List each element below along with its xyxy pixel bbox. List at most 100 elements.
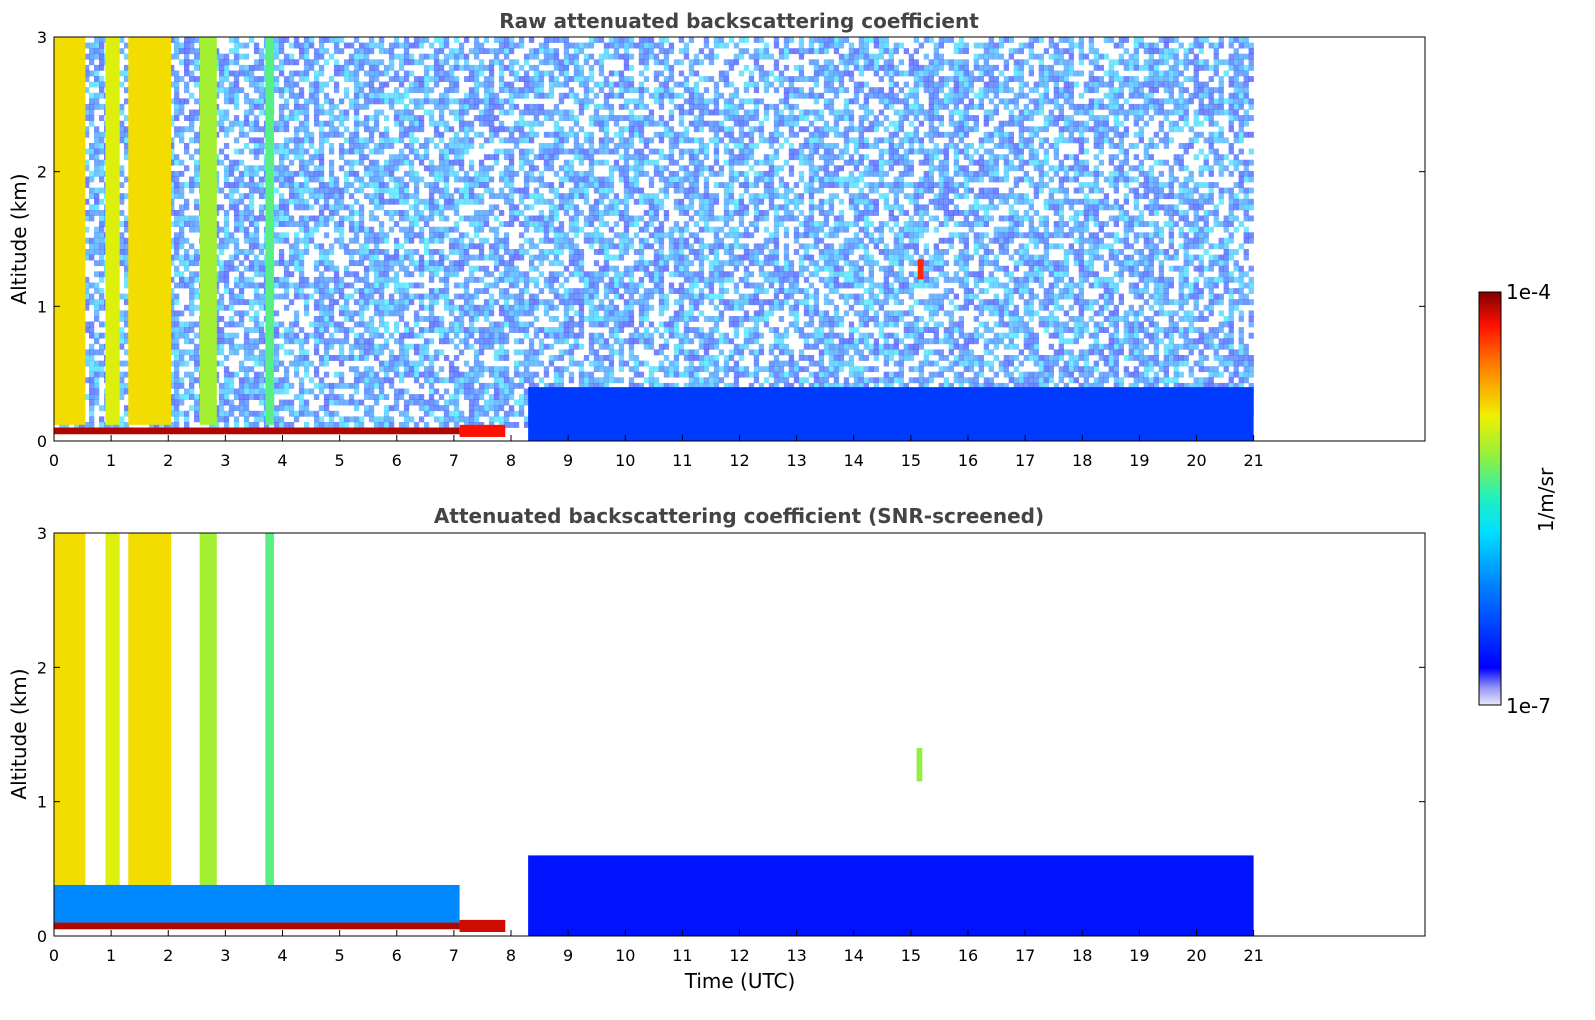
noise-cell [463, 53, 470, 60]
noise-cell [358, 87, 365, 94]
noise-cell [293, 182, 300, 188]
noise-cell [593, 276, 600, 283]
noise-cell [218, 204, 225, 211]
noise-cell [89, 366, 95, 373]
noise-cell [573, 249, 580, 255]
noise-cell [558, 182, 565, 188]
noise-cell [558, 126, 565, 133]
noise-cell [253, 355, 260, 361]
noise-cell [368, 293, 375, 300]
noise-cell [278, 59, 285, 66]
noise-cell [413, 126, 420, 133]
noise-cell [124, 371, 130, 378]
noise-cell [288, 405, 295, 412]
noise-cell [194, 377, 200, 384]
noise-cell [423, 265, 430, 272]
noise-cell [438, 70, 445, 77]
noise-cell [169, 371, 175, 378]
noise-cell [343, 355, 350, 361]
noise-cell [179, 243, 185, 250]
noise-cell [94, 366, 100, 373]
noise-cell [179, 254, 185, 261]
noise-cell [94, 193, 100, 200]
noise-cell [353, 170, 360, 177]
noise-cell [598, 232, 605, 239]
noise-cell [333, 182, 340, 188]
noise-cell [378, 176, 385, 183]
noise-cell [89, 193, 95, 200]
noise-cell [438, 42, 445, 49]
noise-cell [593, 349, 600, 356]
noise-cell [563, 115, 570, 121]
noise-cell [503, 399, 510, 406]
noise-cell [248, 355, 255, 361]
noise-cell [99, 143, 105, 149]
noise-cell [218, 109, 225, 116]
noise-cell [293, 371, 300, 378]
noise-cell [473, 276, 480, 283]
noise-cell [443, 388, 450, 395]
noise-cell [388, 137, 395, 144]
noise-cell [553, 37, 560, 43]
noise-cell [388, 276, 395, 283]
noise-cell [383, 410, 390, 417]
noise-cell [233, 349, 240, 356]
noise-cell [408, 131, 415, 138]
noise-cell [243, 131, 250, 138]
noise-cell [333, 399, 340, 406]
noise-cell [388, 76, 395, 82]
noise-cell [598, 338, 605, 345]
noise-cell [238, 343, 245, 350]
noise-cell [223, 271, 230, 278]
noise-cell [528, 260, 535, 267]
noise-cell [443, 193, 450, 200]
noise-cell [313, 282, 320, 289]
noise-cell [468, 165, 475, 172]
noise-cell [228, 170, 235, 177]
noise-cell [503, 53, 510, 60]
noise-cell [558, 204, 565, 211]
noise-cell [518, 399, 525, 406]
noise-cell [553, 237, 560, 244]
noise-cell [303, 338, 310, 345]
noise-cell [498, 237, 505, 244]
noise-cell [353, 377, 360, 384]
noise-cell [194, 215, 200, 222]
noise-cell [393, 243, 400, 250]
noise-cell [578, 64, 585, 71]
noise-cell [433, 76, 440, 82]
noise-cell [363, 382, 370, 389]
noise-cell [348, 366, 355, 373]
noise-cell [493, 299, 500, 306]
noise-cell [568, 193, 575, 200]
noise-cell [448, 198, 455, 205]
noise-cell [179, 193, 185, 200]
noise-cell [573, 210, 580, 216]
noise-cell [253, 394, 260, 400]
noise-cell [418, 260, 425, 267]
noise-cell [593, 159, 600, 166]
noise-cell [433, 204, 440, 211]
noise-cell [383, 282, 390, 289]
noise-cell [398, 115, 405, 121]
noise-cell [513, 382, 520, 389]
noise-cell [283, 53, 290, 60]
noise-cell [443, 154, 450, 161]
noise-cell [503, 109, 510, 116]
noise-cell [99, 422, 105, 428]
noise-cell [248, 422, 255, 428]
noise-cell [598, 87, 605, 94]
noise-cell [368, 338, 375, 345]
noise-cell [358, 276, 365, 283]
noise-cell [443, 148, 450, 155]
noise-cell [298, 382, 305, 389]
noise-cell [348, 355, 355, 361]
noise-cell [528, 243, 535, 250]
noise-cell [189, 288, 195, 294]
noise-cell [548, 204, 555, 211]
noise-cell [358, 42, 365, 49]
noise-cell [238, 182, 245, 188]
noise-cell [313, 103, 320, 110]
noise-cell [588, 343, 595, 350]
noise-cell [184, 126, 190, 133]
